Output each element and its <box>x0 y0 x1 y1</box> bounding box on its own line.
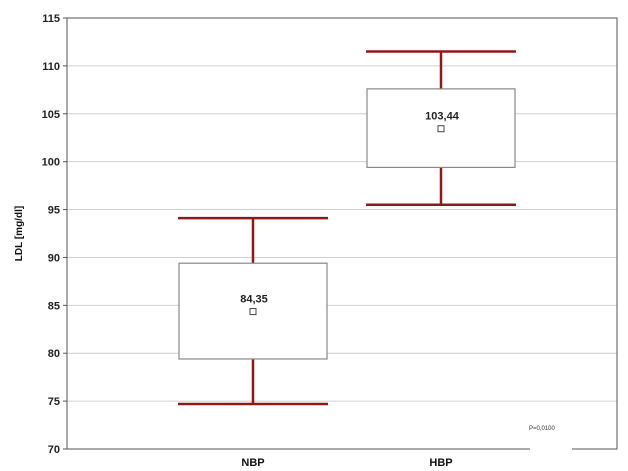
y-tick-label: 80 <box>48 348 60 360</box>
boxes: 84,35 103,44 <box>178 50 516 406</box>
y-axis-ticks: 70 75 80 85 90 95 100 105 110 115 <box>42 13 67 456</box>
grid-lines <box>67 65 617 402</box>
y-axis-title: LDL [mg/dl] <box>14 206 25 261</box>
mean-label: 103,44 <box>425 111 460 123</box>
annotation-background <box>530 446 572 454</box>
x-axis-labels: NBP HBP <box>241 457 452 469</box>
y-tick-label: 75 <box>48 396 60 408</box>
mean-marker <box>249 308 257 316</box>
mean-label: 84,35 <box>240 294 268 306</box>
y-tick-label: 70 <box>48 444 60 456</box>
y-tick-label: 105 <box>42 109 60 121</box>
p-value-annotation: P=0,0100 <box>529 426 556 432</box>
y-tick-label: 90 <box>48 252 60 264</box>
y-tick-label: 110 <box>42 61 60 73</box>
y-tick-label: 85 <box>48 300 60 312</box>
x-category-label: HBP <box>429 457 452 469</box>
box-body <box>366 88 516 169</box>
mean-marker <box>437 125 445 133</box>
y-tick-label: 115 <box>42 13 60 25</box>
y-tick-label: 95 <box>48 205 60 217</box>
y-tick-label: 100 <box>42 157 60 169</box>
plot-frame <box>66 17 618 450</box>
x-category-label: NBP <box>241 457 264 469</box>
